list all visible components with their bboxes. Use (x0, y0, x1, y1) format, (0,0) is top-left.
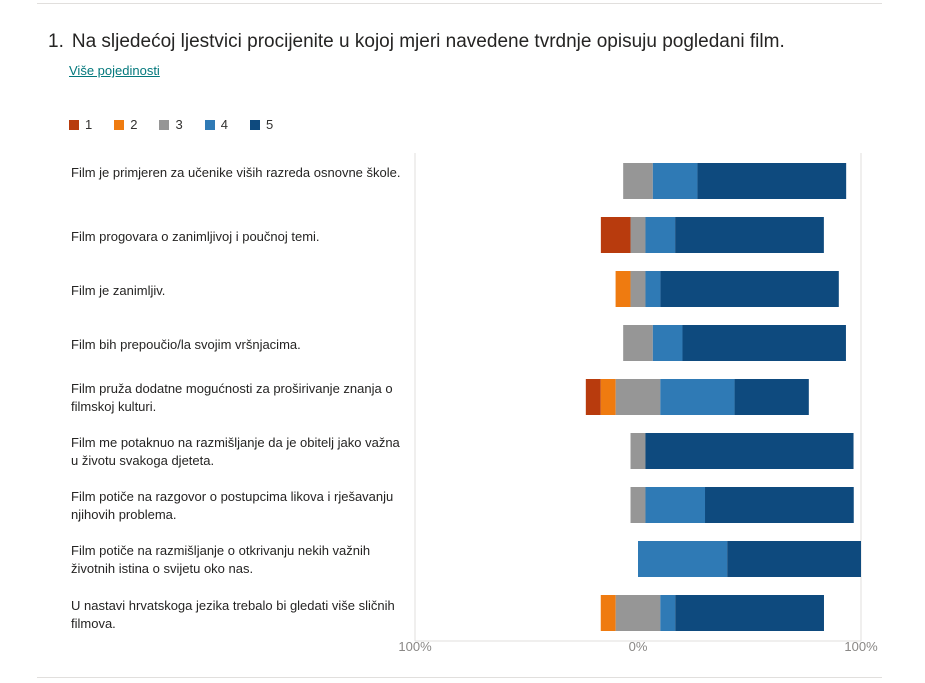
legend-label-1: 1 (85, 117, 93, 132)
bar-row9-series5[interactable] (675, 595, 824, 631)
legend-item-4[interactable]: 4 (204, 117, 228, 132)
bar-row9-series4[interactable] (660, 595, 676, 631)
row-label-5: Film pruža dodatne mogućnosti za proširi… (71, 381, 393, 414)
question-text: Na sljedećoj ljestvici procijenite u koj… (71, 31, 785, 52)
row-label-3: Film je zanimljiv. (71, 283, 166, 298)
tick-label-left-100: 100% (398, 639, 432, 654)
legend-label-2: 2 (130, 117, 138, 132)
bar-row8-series5[interactable] (727, 541, 861, 577)
legend-swatch-4 (204, 119, 215, 130)
bar-row7-series5[interactable] (705, 487, 854, 523)
row-label-7: Film potiče na razgovor o postupcima lik… (71, 489, 394, 522)
bar-row1-series5[interactable] (697, 163, 847, 199)
more-details-link[interactable]: Više pojedinosti (69, 63, 160, 78)
legend-swatch-5 (249, 119, 260, 130)
bar-row5-series5[interactable] (734, 379, 809, 415)
bar-row3-series5[interactable] (660, 271, 839, 307)
bar-row5-series4[interactable] (660, 379, 735, 415)
legend-item-1[interactable]: 1 (69, 117, 92, 132)
bar-row5-series3[interactable] (615, 379, 661, 415)
legend-swatch-2 (114, 119, 125, 130)
legend-item-5[interactable]: 5 (249, 117, 274, 132)
bar-row7-series3[interactable] (630, 487, 646, 523)
chart-legend: 1 2 3 4 5 (69, 117, 295, 132)
bar-row4-series3[interactable] (623, 325, 653, 361)
bar-row2-series5[interactable] (675, 217, 824, 253)
row-label-2: Film progovara o zanimljivoj i poučnoj t… (71, 229, 320, 244)
row-label-1: Film je primjeren za učenike viših razre… (71, 165, 401, 180)
legend-swatch-1 (69, 119, 79, 130)
question-number: 1. (48, 31, 64, 52)
row-label-9: U nastavi hrvatskoga jezika trebalo bi g… (71, 598, 395, 631)
bar-row1-series4[interactable] (652, 163, 698, 199)
legend-label-4: 4 (220, 117, 228, 132)
top-divider (37, 3, 882, 4)
bar-row6-series5[interactable] (645, 433, 854, 469)
bar-row3-series4[interactable] (645, 271, 661, 307)
bar-row4-series5[interactable] (682, 325, 846, 361)
legend-swatch-3 (159, 119, 170, 130)
bar-row7-series4[interactable] (645, 487, 706, 523)
row-label-8: Film potiče na razmišljanje o otkrivanju… (71, 543, 371, 576)
bar-row3-series2[interactable] (615, 271, 631, 307)
bar-row1-series3[interactable] (623, 163, 653, 199)
bar-row9-series2[interactable] (600, 595, 616, 631)
bar-row2-series1[interactable] (600, 217, 631, 253)
bar-row5-series2[interactable] (600, 379, 616, 415)
tick-label-zero: 0% (629, 639, 648, 654)
tick-label-right-100: 100% (844, 639, 878, 654)
bar-row2-series3[interactable] (630, 217, 646, 253)
row-label-4: Film bih prepoučio/la svojim vršnjacima. (71, 337, 301, 352)
bar-row4-series4[interactable] (652, 325, 683, 361)
bar-row6-series3[interactable] (630, 433, 646, 469)
legend-label-3: 3 (175, 117, 183, 132)
bar-row2-series4[interactable] (645, 217, 676, 253)
row-label-6: Film me potaknuo na razmišljanje da je o… (71, 435, 400, 468)
bar-row5-series1[interactable] (585, 379, 601, 415)
bar-row9-series3[interactable] (615, 595, 661, 631)
legend-label-5: 5 (265, 117, 274, 132)
legend-item-3[interactable]: 3 (159, 117, 183, 132)
bar-row8-series4[interactable] (638, 541, 728, 577)
question-title: 1. Na sljedećoj ljestvici procijenite u k… (48, 31, 785, 53)
bottom-divider (37, 677, 882, 678)
legend-item-2[interactable]: 2 (114, 117, 137, 132)
bar-row3-series3[interactable] (630, 271, 646, 307)
